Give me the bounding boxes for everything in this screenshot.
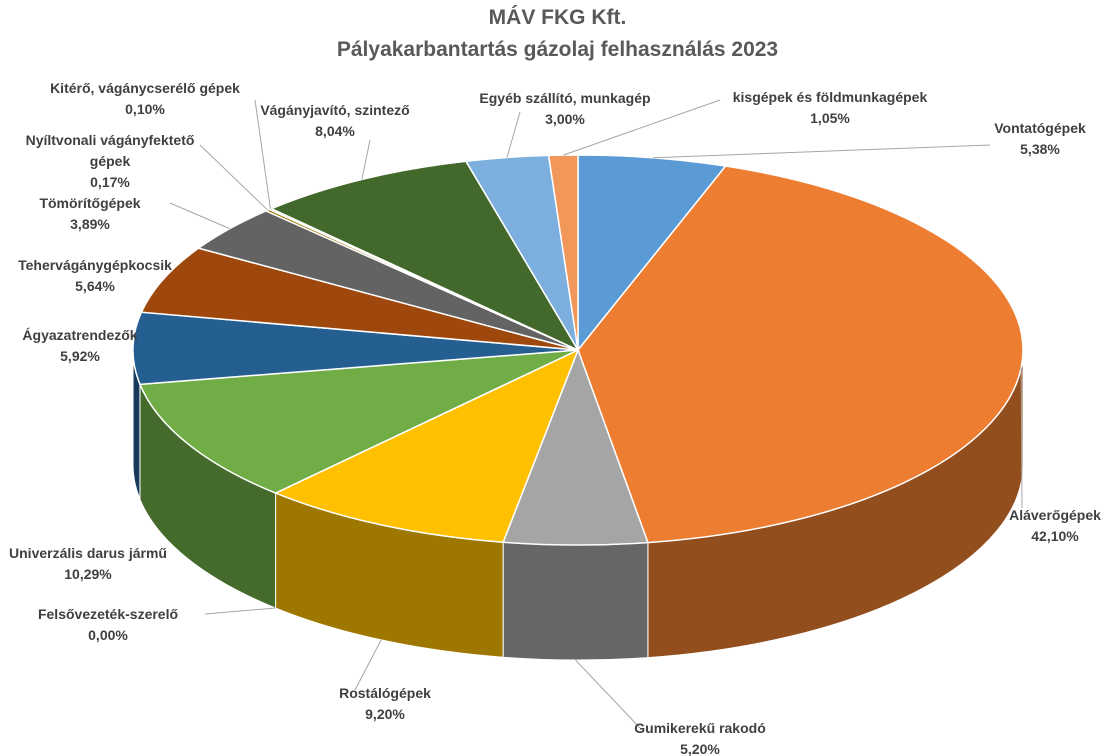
data-label-value: 0,10% [125, 101, 165, 117]
leader-line [1020, 367, 1023, 509]
chart-subtitle: Pályakarbantartás gázolaj felhasználás 2… [336, 38, 779, 61]
slice [577, 165, 1024, 544]
leader-line [575, 659, 641, 729]
data-label-value: 5,38% [1020, 141, 1060, 157]
data-label-name: Aláverőgépek [1009, 507, 1101, 523]
data-label-name: Vágányjavító, szintező [260, 102, 410, 118]
chart-title: MÁV FKG Kft. [488, 6, 627, 29]
leader-line [354, 639, 382, 691]
data-label-value: 5,20% [680, 741, 720, 756]
data-label-value: 42,10% [1031, 528, 1079, 544]
data-label-value: 3,89% [70, 216, 110, 232]
data-label-value: 3,00% [545, 111, 585, 127]
data-label-value: 5,92% [60, 348, 100, 364]
leader-line [506, 111, 521, 158]
data-label-value: 1,05% [810, 110, 850, 126]
slice [273, 348, 580, 544]
data-label-name: Nyíltvonali vágányfektető gépek [25, 132, 195, 169]
slice-side [502, 541, 649, 661]
leader-line [652, 144, 991, 159]
data-label-name: Tömörítőgépek [39, 195, 141, 211]
slice [140, 247, 579, 351]
leader-line [199, 144, 269, 211]
data-label-name: Rostálógépek [339, 685, 431, 701]
data-label-name: Felsővezeték-szerelő [37, 606, 179, 622]
slice [269, 160, 580, 352]
data-label-name: Kitérő, vágánycserélő gépek [50, 80, 240, 96]
slice [138, 349, 579, 494]
leader-line [169, 202, 230, 230]
data-label-name: Vontatógépek [994, 120, 1086, 136]
data-label-value: 5,64% [75, 278, 115, 294]
data-label-name: Ágyazatrendezők [22, 327, 138, 343]
pie-sides [132, 349, 1024, 661]
leader-line [254, 99, 271, 210]
data-label-value: 8,04% [315, 123, 355, 139]
data-label-name: Gumikerekű rakodó [634, 720, 766, 736]
data-label-name: kisgépek és földmunkagépek [732, 89, 928, 105]
leader-line [361, 139, 371, 180]
leader-line [563, 99, 721, 156]
data-label-name: Tehervágánygépkocsik [18, 257, 172, 273]
data-label-name: Egyéb szállító, munkagép [479, 90, 651, 106]
data-label-value: 10,29% [64, 566, 112, 582]
data-label-name: Univerzális darus jármű [9, 545, 167, 561]
slice [132, 311, 579, 386]
data-label-value: 9,20% [365, 706, 405, 722]
slice [547, 154, 579, 351]
slice [577, 154, 728, 353]
slice [502, 347, 649, 546]
data-label-value: 0,00% [88, 627, 128, 643]
data-label-value: 0,17% [90, 174, 130, 190]
leader-line [204, 607, 276, 615]
